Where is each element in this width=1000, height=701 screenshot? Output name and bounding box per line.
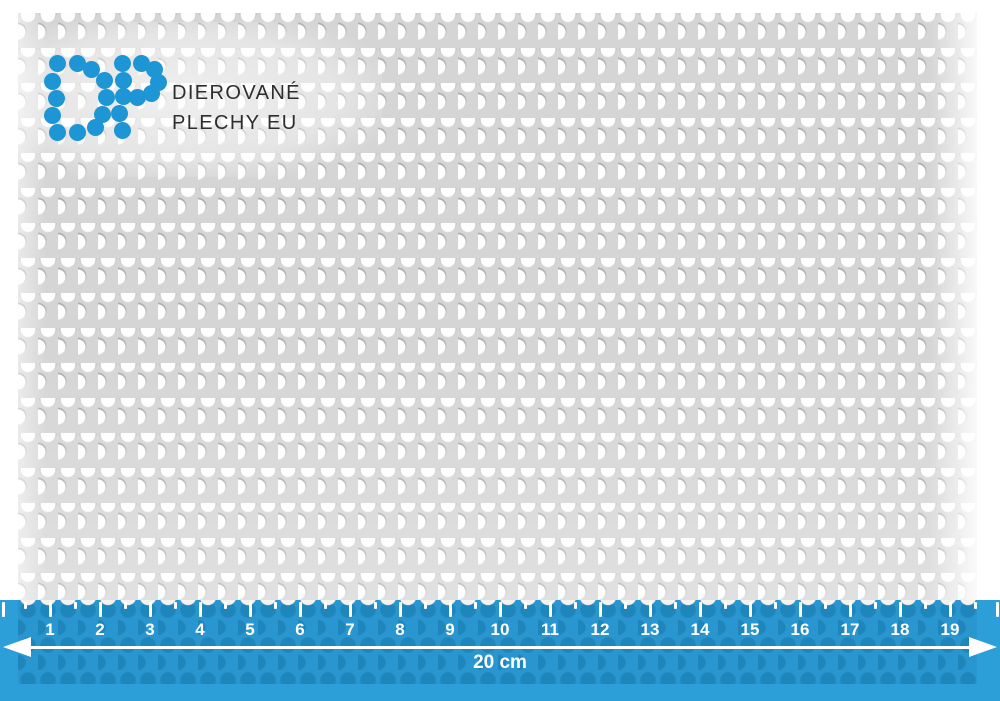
ruler-number: 5 [245,620,255,639]
half-cm-tick [623,602,627,609]
ruler-number: 4 [195,620,205,639]
perforated-sheet [18,13,977,683]
half-cm-tick [723,602,727,609]
cm-tick [148,602,152,617]
half-cm-tick [373,602,377,609]
cm-tick [648,602,652,617]
ruler-top-scallops [18,600,977,608]
cm-tick [748,602,752,617]
ruler-number: 13 [640,620,660,639]
cm-tick [1,602,5,617]
logo-dot [68,54,86,72]
logo-dot [145,60,163,78]
cm-tick [248,602,252,617]
half-cm-tick [923,602,927,609]
cm-tick [48,602,52,617]
ruler-number: 2 [95,620,105,639]
half-cm-tick [673,602,677,609]
logo-dot [97,88,115,106]
logo-dot [48,123,66,141]
logo-dot [114,71,132,89]
cm-tick [98,602,102,617]
logo-dot [132,54,150,72]
cm-tick [898,602,902,617]
logo-dot [93,105,111,123]
brand-name-line1: DIEROVANÉ [172,82,301,104]
logo-dot [113,121,131,139]
logo-dot [86,118,104,136]
half-cm-tick [323,602,327,609]
ruler-number: 15 [740,620,760,639]
measure-arrow-line [24,646,976,649]
logo-dot [82,60,100,78]
logo-dot [48,54,66,72]
cm-tick [448,602,452,617]
brand-name-line2: PLECHY EU [172,112,298,134]
arrow-right-icon [969,637,997,657]
ruler-number: 19 [940,620,960,639]
total-width-label: 20 cm [473,652,527,673]
half-cm-tick [223,602,227,609]
half-cm-tick [973,602,977,609]
cm-tick [598,602,602,617]
half-cm-tick [523,602,527,609]
ruler-number: 12 [590,620,610,639]
logo-dot [110,104,128,122]
logo-dot [47,89,65,107]
half-cm-tick [73,602,77,609]
ruler-number: 6 [295,620,305,639]
cm-tick [698,602,702,617]
cm-tick [948,602,952,617]
cm-tick [198,602,202,617]
ruler-number: 18 [890,620,910,639]
cm-tick [798,602,802,617]
half-cm-tick [173,602,177,609]
logo-dot [128,88,146,106]
half-cm-tick [773,602,777,609]
cm-tick [498,602,502,617]
logo-dot [68,123,86,141]
cm-tick [548,602,552,617]
ruler-number: 3 [145,620,155,639]
half-cm-tick [573,602,577,609]
ruler-pattern [18,600,977,684]
cm-tick [995,602,999,617]
ruler-number: 1 [45,620,55,639]
half-cm-tick [823,602,827,609]
cm-tick [848,602,852,617]
half-cm-tick [473,602,477,609]
half-cm-tick [423,602,427,609]
half-cm-tick [273,602,277,609]
cm-tick [348,602,352,617]
ruler-band: 1 2 3 4 5 6 7 8 9 10 11 12 13 14 15 16 17 18 19 20 cm [0,600,1000,701]
arrow-left-icon [3,637,31,657]
logo-dot [114,87,132,105]
ruler-number: 7 [345,620,355,639]
logo-dot [43,72,61,90]
cm-tick [398,602,402,617]
ruler-number: 14 [690,620,710,639]
logo-dot [113,54,131,72]
half-cm-tick [873,602,877,609]
ruler-number: 9 [445,620,455,639]
logo-dot [43,106,61,124]
logo-dot [142,84,160,102]
logo-dot [95,71,113,89]
ruler-number: 11 [541,620,559,639]
half-cm-tick [123,602,127,609]
ruler-number: 16 [790,620,810,639]
ruler-number: 10 [490,620,510,639]
ruler-number: 8 [395,620,405,639]
ruler-number: 17 [840,620,860,639]
cm-tick [298,602,302,617]
half-cm-tick [23,602,27,609]
